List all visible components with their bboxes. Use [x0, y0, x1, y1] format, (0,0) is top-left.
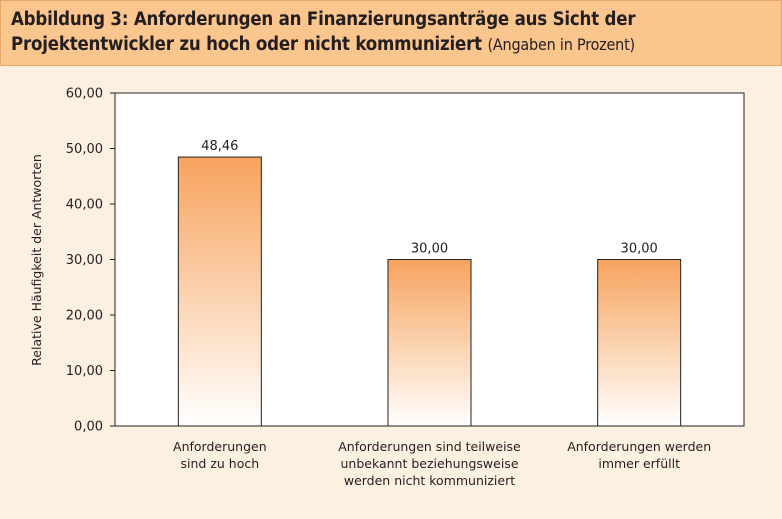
x-tick-label: Anforderungen — [173, 439, 267, 454]
bar — [597, 259, 682, 427]
x-tick-label: Anforderungen sind teilweise — [338, 439, 521, 454]
figure-title: Abbildung 3: Anforderungen an Finanzieru… — [11, 7, 771, 57]
bar-chart: 0,00 10,00 20,00 30,00 40,00 50,00 60,00 48,46… — [29, 87, 745, 488]
y-tick-label: 50,00 — [66, 142, 103, 157]
y-tick-label: 40,00 — [66, 198, 103, 213]
bars: 48,46 30,00 30,00 — [177, 139, 682, 427]
y-tick-label: 10,00 — [66, 364, 103, 379]
x-tick-label: immer erfüllt — [598, 456, 680, 471]
data-label: 48,46 — [201, 139, 238, 154]
data-label: 30,00 — [411, 242, 448, 257]
title-main: Abbildung 3: Anforderungen an Finanzieru… — [11, 9, 636, 55]
y-tick-label: 60,00 — [66, 87, 103, 102]
y-axis: 0,00 10,00 20,00 30,00 40,00 50,00 60,00 — [66, 87, 115, 435]
figure-header: Abbildung 3: Anforderungen an Finanzieru… — [0, 0, 782, 66]
data-label: 30,00 — [621, 242, 658, 257]
x-axis-labels: Anforderungen sind zu hoch Anforderungen s… — [173, 439, 711, 488]
x-tick-label: werden nicht kommuniziert — [344, 473, 515, 488]
y-tick-label: 0,00 — [74, 420, 103, 435]
x-tick-label: Anforderungen werden — [567, 439, 711, 454]
y-tick-label: 20,00 — [66, 309, 103, 324]
x-tick-label: unbekannt beziehungsweise — [340, 456, 518, 471]
y-tick-label: 30,00 — [66, 253, 103, 268]
x-tick-label: sind zu hoch — [181, 456, 260, 471]
title-unit-note: (Angaben in Prozent) — [487, 35, 635, 54]
bar — [387, 259, 472, 427]
y-axis-title: Relative Häufigkeit der Antworten — [29, 154, 44, 366]
bar — [177, 156, 262, 427]
